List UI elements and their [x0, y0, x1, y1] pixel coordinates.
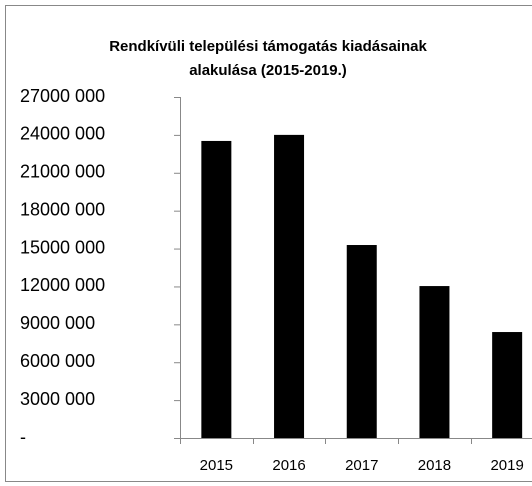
bar	[492, 332, 523, 438]
bar	[346, 245, 377, 438]
y-tick-label: 6000 000	[20, 351, 95, 371]
chart-title: Rendkívüli települési támogatás kiadásai…	[109, 38, 427, 55]
y-tick-label: 9000 000	[20, 313, 95, 333]
x-tick-label: 2019	[490, 457, 523, 474]
y-tick-label: 15000 000	[20, 237, 105, 257]
bar	[419, 286, 450, 438]
x-tick-label: 2016	[272, 457, 305, 474]
y-tick-label: 18000 000	[20, 199, 105, 219]
y-tick-label: 27000 000	[20, 86, 105, 106]
x-tick-label: 2015	[200, 457, 233, 474]
chart-title: alakulása (2015-2019.)	[189, 62, 347, 79]
y-tick-label: -	[20, 427, 26, 447]
x-tick-label: 2018	[418, 457, 451, 474]
y-tick-label: 24000 000	[20, 124, 105, 144]
y-tick-label: 21000 000	[20, 162, 105, 182]
chart-border	[5, 5, 532, 482]
bar	[274, 134, 305, 438]
bar	[201, 140, 232, 438]
x-tick-label: 2017	[345, 457, 378, 474]
y-tick-label: 12000 000	[20, 275, 105, 295]
y-tick-label: 3000 000	[20, 389, 95, 409]
